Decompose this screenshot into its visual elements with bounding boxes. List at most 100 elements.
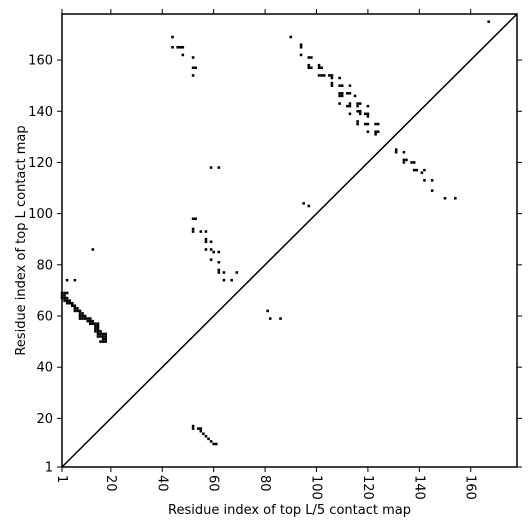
contact-mark-upper: [204, 240, 208, 244]
contact-mark-lower: [73, 309, 77, 313]
contact-mark-lower: [101, 335, 105, 338]
contact-mark-upper: [222, 278, 226, 282]
contact-mark-upper: [394, 148, 398, 151]
contact-mark-upper: [348, 84, 352, 87]
contact-mark-upper: [356, 122, 359, 126]
contact-mark-lower: [81, 314, 84, 318]
contact-mark-lower: [65, 301, 69, 305]
y-tick-label: 20: [36, 412, 53, 427]
contact-mark-upper: [178, 45, 182, 49]
contact-mark-upper: [348, 102, 352, 105]
contact-mark-upper: [454, 196, 457, 200]
contact-mark-lower: [63, 291, 66, 295]
contact-mark-lower: [76, 309, 79, 313]
contact-mark-upper: [374, 122, 377, 126]
contact-mark-upper: [209, 248, 213, 251]
contact-mark-upper: [65, 278, 69, 282]
contact-mark-lower: [96, 324, 100, 328]
contact-mark-lower: [81, 317, 84, 320]
contact-mark-upper: [366, 112, 370, 116]
contact-mark-lower: [99, 340, 102, 343]
contact-mark-upper: [204, 237, 208, 241]
contact-mark-lower: [204, 435, 208, 438]
plot-frame: [61, 13, 518, 468]
contact-mark-upper: [340, 94, 344, 98]
contact-mark-upper: [217, 268, 221, 272]
contact-mark-lower: [86, 319, 89, 323]
contact-mark-upper: [402, 150, 406, 154]
x-tick-label: 160: [463, 475, 478, 500]
contact-mark-upper: [307, 66, 311, 70]
contact-mark-lower: [70, 304, 74, 308]
contact-mark-upper: [209, 240, 213, 244]
x-axis-title: Residue index of top L/5 contact map: [168, 503, 411, 518]
contact-mark-lower: [78, 314, 82, 318]
contact-mark-upper: [330, 84, 334, 87]
axis-ticks: 1 20 40 60 80 100 120 140 1601204060801001201401…: [28, 9, 522, 500]
contact-mark-upper: [412, 168, 416, 172]
contact-mark-lower: [81, 312, 84, 315]
contact-mark-lower: [101, 332, 105, 336]
contact-mark-upper: [356, 104, 359, 108]
contact-mark-lower: [104, 340, 107, 343]
contact-mark-lower: [73, 304, 77, 308]
contact-mark-upper: [191, 66, 195, 70]
contact-mark-lower: [94, 330, 97, 333]
contact-mark-upper: [307, 63, 311, 67]
contact-mark-upper: [376, 122, 380, 126]
contact-mark-upper: [430, 179, 434, 182]
contact-mark-lower: [88, 319, 92, 323]
contact-mark-upper: [348, 92, 352, 95]
contact-mark-upper: [191, 74, 195, 77]
y-tick-label: 140: [28, 105, 53, 120]
contact-mark-upper: [338, 92, 341, 95]
contact-mark-upper: [289, 35, 293, 39]
contact-mark-upper: [356, 102, 359, 105]
contact-mark-upper: [394, 150, 398, 154]
contact-mark-upper: [358, 112, 362, 116]
contact-mark-upper: [364, 112, 367, 116]
contact-mark-lower: [104, 332, 107, 336]
contact-mark-lower: [196, 427, 200, 430]
contact-mark-lower: [212, 442, 215, 446]
contact-mark-lower: [68, 301, 71, 305]
contact-mark-lower: [73, 307, 77, 310]
x-tick-label: 1: [54, 475, 69, 483]
contact-mark-upper: [358, 102, 362, 105]
contact-mark-upper: [217, 271, 221, 274]
contact-mark-upper: [487, 20, 491, 23]
contact-mark-upper: [299, 43, 303, 46]
contact-mark-upper: [366, 104, 370, 108]
contact-mark-upper: [317, 66, 321, 70]
contact-mark-upper: [217, 260, 221, 264]
y-axis-title: Residue index of top L contact map: [14, 125, 29, 355]
contact-mark-upper: [191, 230, 195, 233]
contact-mark-upper: [402, 161, 406, 164]
contact-mark-lower: [99, 335, 102, 338]
contact-mark-upper: [209, 166, 213, 169]
contact-mark-upper: [204, 248, 208, 251]
contact-mark-upper: [410, 161, 413, 164]
contact-mark-upper: [346, 92, 349, 95]
contact-mark-upper: [366, 122, 370, 126]
contact-mark-upper: [374, 130, 377, 134]
contact-mark-lower: [191, 424, 195, 428]
contact-mark-lower: [101, 340, 105, 343]
contact-mark-upper: [340, 92, 344, 95]
contact-mark-upper: [415, 168, 419, 172]
contact-mark-lower: [76, 307, 79, 310]
y-tick-label: 60: [36, 310, 53, 325]
contact-mark-upper: [338, 102, 341, 105]
x-tick-label: 120: [360, 475, 375, 500]
contact-mark-upper: [322, 74, 326, 77]
contact-mark-lower: [63, 299, 66, 302]
contact-mark-lower: [104, 335, 107, 338]
contact-mark-upper: [91, 248, 95, 251]
contact-mark-upper: [364, 122, 367, 126]
y-tick-label: 40: [36, 361, 53, 376]
y-tick-label: 100: [28, 207, 53, 222]
contact-mark-lower: [96, 332, 100, 336]
contact-mark-upper: [235, 271, 239, 274]
contact-mark-upper: [230, 278, 233, 282]
contact-mark-upper: [194, 217, 197, 221]
